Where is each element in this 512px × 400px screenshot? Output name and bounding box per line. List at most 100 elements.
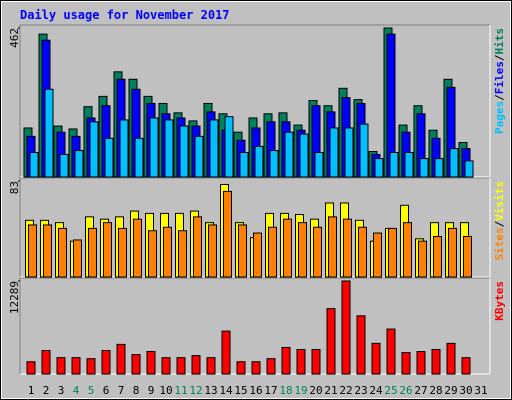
bar [446,342,456,375]
bar [433,236,442,278]
bar [163,226,172,278]
bar [266,358,276,375]
legend-entry: KBytes [493,281,506,321]
bar [88,227,97,278]
bar [134,137,144,178]
bar [329,127,339,178]
bar [296,348,306,375]
bar [388,227,397,278]
x-tick-label: 29 [444,384,457,397]
y-tick-label: 462 [8,28,21,48]
bar [44,88,54,178]
bar [178,230,187,278]
bar [254,145,264,178]
bar [434,158,444,178]
legend: KBytes [493,281,506,321]
bar [28,224,37,278]
bar [416,351,426,375]
x-tick-label: 25 [384,384,397,397]
legend: Pages/Files/Hits [493,28,506,134]
bar [131,354,141,375]
bar [193,216,202,278]
bar [118,227,127,278]
x-tick-label: 19 [294,384,307,397]
bar [386,328,396,375]
x-tick-label: 24 [369,384,383,397]
x-tick-label: 27 [414,384,427,397]
legend-entry: Files [493,61,506,94]
bar [161,357,171,375]
x-tick-label: 30 [459,384,472,397]
x-tick-label: 18 [279,384,292,397]
x-tick-label: 5 [88,384,95,397]
bar [371,342,381,375]
bar [56,357,66,375]
bar [224,116,234,178]
x-tick-label: 2 [43,384,50,397]
bar [344,127,354,178]
bar [208,224,217,278]
x-tick-label: 26 [399,384,412,397]
x-tick-label: 10 [159,384,172,397]
bar [116,343,126,375]
bar [449,148,459,178]
bar [281,346,291,375]
bar [164,119,174,178]
bar [221,330,231,375]
x-tick-label: 28 [429,384,442,397]
y-tick-label: 83 [8,181,21,194]
bar [251,361,261,375]
bar [284,131,294,178]
bar [71,357,81,375]
legend-entry: Hits [493,28,506,55]
bar [146,351,156,375]
bar [374,158,384,178]
bar [269,150,279,178]
bar [176,357,186,375]
x-tick-label: 23 [354,384,367,397]
x-tick-label: 9 [148,384,155,397]
bar [373,232,382,278]
bar [43,224,52,278]
bar [194,135,204,178]
bar [464,160,474,178]
bar [41,350,51,375]
bar [239,151,249,178]
x-tick-label: 7 [118,384,125,397]
bar [26,361,36,375]
x-tick-label: 15 [234,384,247,397]
bar [283,218,292,278]
bar [149,117,159,178]
bar [223,190,232,278]
y-tick-label: 12289 [8,281,21,314]
x-tick-label: 22 [339,384,352,397]
bar [326,308,336,375]
bar [401,352,411,375]
bar [59,153,69,178]
x-tick-label: 4 [73,384,80,397]
bar [311,348,321,375]
x-tick-label: 17 [264,384,277,397]
bar [58,227,67,278]
legend-entry: Pages [493,101,506,134]
bar [448,227,457,278]
bar [299,133,309,178]
bar [253,232,262,278]
bar [89,121,99,178]
bar [403,222,412,278]
bar [238,224,247,278]
x-tick-label: 8 [133,384,140,397]
bar [119,119,129,178]
bar [179,125,189,178]
legend: Sites/Visits [493,181,506,261]
x-tick-label: 12 [189,384,202,397]
bar [206,357,216,375]
x-tick-label: 3 [58,384,65,397]
bar [209,119,219,178]
legend-separator: / [493,220,506,227]
bar [73,239,82,278]
x-tick-label: 6 [103,384,110,397]
bar [359,123,369,178]
bar [86,358,96,375]
